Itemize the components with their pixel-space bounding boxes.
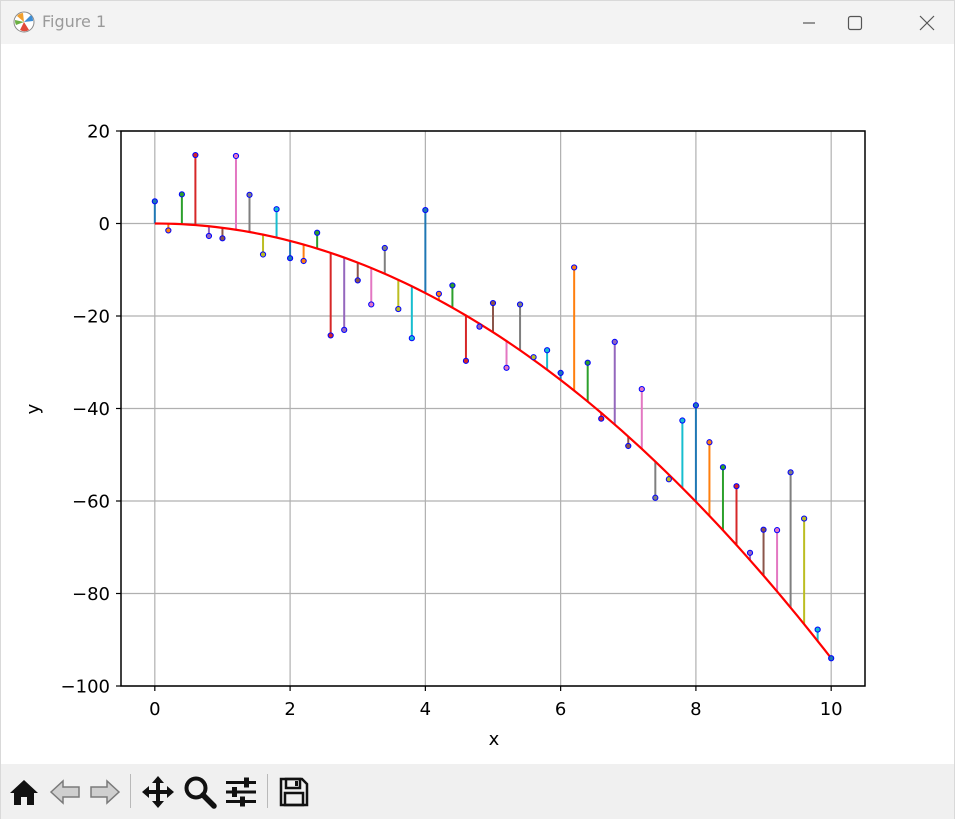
save-button[interactable]	[276, 774, 312, 810]
configure-subplots-button[interactable]	[223, 774, 259, 810]
data-point	[814, 626, 821, 633]
data-point	[381, 244, 388, 252]
minimize-button[interactable]	[786, 1, 832, 44]
maximize-button[interactable]	[832, 1, 878, 44]
data-point	[314, 229, 321, 236]
data-point	[327, 332, 334, 339]
x-tick-label: 8	[690, 699, 701, 720]
data-point	[571, 264, 578, 271]
data-point	[503, 364, 510, 371]
data-point	[476, 323, 483, 330]
data-point	[449, 282, 456, 289]
forward-arrow-icon	[90, 779, 121, 805]
data-point	[692, 402, 700, 409]
x-axis-label: x	[489, 729, 500, 750]
maximize-icon	[847, 15, 863, 30]
data-point	[801, 515, 808, 522]
data-point	[665, 476, 672, 483]
zoom-magnifier-icon	[184, 776, 217, 809]
data-point	[422, 206, 429, 214]
data-point	[773, 527, 781, 534]
toolbar-separator	[267, 774, 268, 808]
data-point	[341, 326, 348, 333]
data-point	[611, 338, 618, 345]
y-tick-label: −80	[72, 584, 110, 605]
minimize-icon	[803, 21, 815, 24]
data-point	[151, 198, 158, 205]
x-tick-label: 2	[284, 699, 295, 720]
y-tick-label: 20	[87, 122, 110, 143]
data-point	[489, 299, 497, 307]
data-point	[557, 369, 564, 376]
data-point	[259, 251, 267, 258]
data-point	[787, 469, 794, 476]
data-point	[246, 191, 253, 198]
back-button[interactable]	[47, 774, 83, 810]
data-point	[516, 301, 524, 308]
data-point	[679, 417, 686, 424]
data-point	[462, 357, 470, 364]
data-point	[354, 277, 361, 284]
data-point	[544, 347, 551, 354]
data-point	[584, 359, 591, 366]
data-point	[273, 206, 280, 213]
sliders-icon	[226, 777, 256, 807]
y-tick-label: −40	[72, 399, 110, 420]
data-point	[719, 464, 727, 471]
x-tick-label: 6	[555, 699, 566, 720]
data-point	[408, 335, 415, 342]
x-tick-label: 4	[420, 699, 431, 720]
close-button[interactable]	[904, 1, 950, 44]
x-tick-label: 10	[820, 699, 843, 720]
forward-button[interactable]	[87, 774, 123, 810]
data-point	[178, 191, 185, 198]
data-point	[652, 494, 659, 501]
save-floppy-icon	[279, 777, 309, 807]
data-point	[733, 483, 740, 490]
y-tick-label: 0	[99, 214, 110, 235]
data-point	[300, 257, 307, 265]
pan-move-icon	[142, 776, 174, 808]
data-point	[625, 442, 632, 450]
data-point	[746, 549, 754, 556]
y-tick-label: −20	[72, 307, 110, 328]
pan-button[interactable]	[140, 774, 176, 810]
figure-canvas[interactable]: 0 2 4 6 8 10 20 0 −20 −40 −60 −80 −100 x y	[1, 44, 954, 764]
y-tick-label: −100	[61, 677, 110, 698]
close-icon	[919, 15, 935, 30]
data-point	[286, 255, 294, 262]
data-point	[638, 385, 645, 393]
y-axis-label: y	[23, 403, 44, 414]
fit-line	[154, 222, 833, 659]
zoom-button[interactable]	[182, 774, 218, 810]
data-point	[435, 290, 442, 297]
data-point	[706, 439, 713, 446]
navigation-toolbar	[1, 764, 954, 819]
toolbar-separator	[130, 774, 131, 808]
data-point	[530, 354, 537, 361]
data-point	[232, 152, 240, 160]
window-title: Figure 1	[42, 12, 107, 31]
data-point	[598, 415, 605, 422]
data-point	[219, 235, 226, 242]
back-arrow-icon	[49, 779, 80, 805]
data-point	[760, 526, 767, 533]
title-bar[interactable]: Figure 1	[1, 1, 954, 44]
home-icon	[10, 780, 38, 805]
home-button[interactable]	[6, 774, 42, 810]
matplotlib-logo-icon	[13, 11, 35, 33]
y-tick-label: −60	[72, 492, 110, 513]
data-point	[395, 305, 402, 313]
x-tick-label: 0	[149, 699, 160, 720]
chart: 0 2 4 6 8 10 20 0 −20 −40 −60 −80 −100 x y	[23, 122, 866, 750]
data-point	[368, 301, 375, 308]
data-point	[165, 227, 172, 234]
data-point	[828, 655, 835, 662]
data-point	[192, 151, 199, 159]
data-point	[205, 232, 213, 240]
